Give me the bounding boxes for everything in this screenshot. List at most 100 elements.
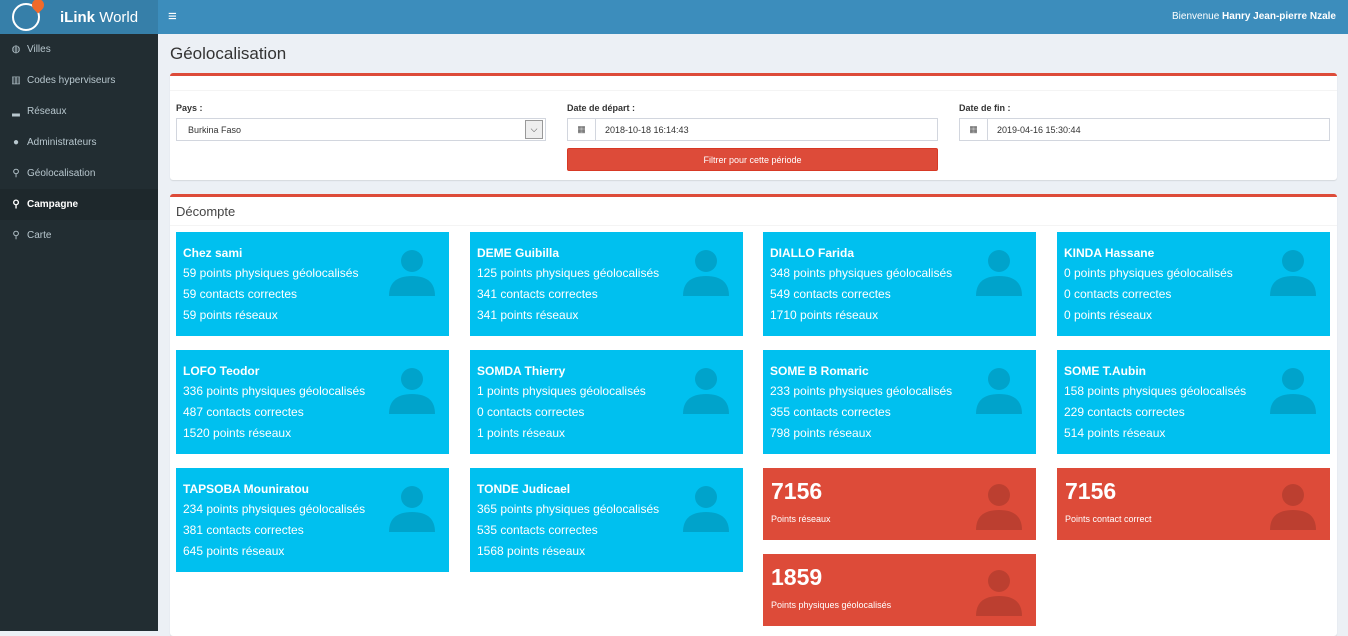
total-label: Points réseaux: [771, 514, 831, 524]
total-value: 7156: [771, 478, 823, 504]
sidebar-item-codes-hyperviseurs[interactable]: ▥ Codes hyperviseurs: [0, 65, 158, 96]
correct-contacts: 0 contacts correctes: [477, 405, 585, 419]
user-icon: [974, 566, 1024, 616]
network-points: 1520 points réseaux: [183, 426, 292, 440]
end-date-label: Date de fin :: [959, 103, 1011, 113]
agent-card: Chez sami 59 points physiques géolocalis…: [176, 232, 449, 336]
agent-name: DIALLO Farida: [770, 246, 855, 260]
total-label: Points physiques géolocalisés: [771, 600, 892, 610]
start-date-field: Date de départ : ▦ 2018-10-18 16:14:43: [567, 103, 938, 141]
count-title: Décompte: [170, 197, 1337, 226]
user-icon: [681, 482, 731, 532]
map-marker-icon: ⚲: [12, 168, 20, 179]
network-points: 0 points réseaux: [1064, 308, 1153, 322]
user-icon: [387, 482, 437, 532]
chevron-down-icon[interactable]: ⌵: [525, 120, 543, 139]
sidebar-item-campagne[interactable]: ⚲ Campagne: [0, 189, 158, 220]
correct-contacts: 535 contacts correctes: [477, 523, 598, 537]
correct-contacts: 355 contacts correctes: [770, 405, 891, 419]
barcode-icon: ▥: [11, 75, 21, 86]
user-name[interactable]: Hanry Jean-pierre Nzale: [1222, 11, 1336, 22]
pays-label: Pays :: [176, 103, 203, 113]
sidebar-item-r-seaux[interactable]: ▂ Réseaux: [0, 96, 158, 127]
network-points: 1710 points réseaux: [770, 308, 879, 322]
sidebar-item-label: Administrateurs: [27, 137, 97, 148]
app-logo[interactable]: iLink World: [0, 0, 158, 34]
agent-name: DEME Guibilla: [477, 246, 560, 260]
sidebar-item-label: Codes hyperviseurs: [27, 75, 116, 86]
sidebar-item-g-olocalisation[interactable]: ⚲ Géolocalisation: [0, 158, 158, 189]
geolocated-points: 158 points physiques géolocalisés: [1064, 384, 1247, 398]
agent-card: LOFO Teodor 336 points physiques géoloca…: [176, 350, 449, 454]
user-icon: [681, 246, 731, 296]
correct-contacts: 487 contacts correctes: [183, 405, 304, 419]
sidebar-item-administrateurs[interactable]: ● Administrateurs: [0, 127, 158, 158]
geolocated-points: 233 points physiques géolocalisés: [770, 384, 953, 398]
total-card: 7156 Points contact correct: [1057, 468, 1330, 540]
geolocated-points: 0 points physiques géolocalisés: [1064, 266, 1233, 280]
sidebar-item-label: Géolocalisation: [27, 168, 96, 179]
calendar-icon: ▦: [568, 119, 596, 140]
sidebar-item-carte[interactable]: ⚲ Carte: [0, 220, 158, 251]
agent-name: Chez sami: [183, 246, 243, 260]
main-content: Géolocalisation Pays : Burkina Faso ⌵ Dat…: [158, 34, 1348, 636]
network-points: 341 points réseaux: [477, 308, 579, 322]
agent-name: LOFO Teodor: [183, 364, 260, 378]
agent-card: DEME Guibilla 125 points physiques géolo…: [470, 232, 743, 336]
pays-field: Pays : Burkina Faso ⌵: [176, 103, 546, 141]
agent-card: SOME B Romaric 233 points physiques géol…: [763, 350, 1036, 454]
correct-contacts: 549 contacts correctes: [770, 287, 891, 301]
correct-contacts: 229 contacts correctes: [1064, 405, 1185, 419]
signal-icon: ▂: [12, 106, 20, 117]
user-icon: [387, 246, 437, 296]
user-icon: [974, 480, 1024, 530]
sidebar-item-label: Carte: [27, 230, 52, 241]
agent-name: KINDA Hassane: [1064, 246, 1155, 260]
app-name: iLink World: [60, 8, 139, 26]
user-icon: ●: [12, 137, 20, 148]
user-icon: [974, 364, 1024, 414]
sidebar: ◍ Villes ▥ Codes hyperviseurs ▂ Réseaux ● Admin…: [0, 34, 158, 631]
geolocated-points: 348 points physiques géolocalisés: [770, 266, 953, 280]
network-points: 1 points réseaux: [477, 426, 566, 440]
globe-icon: ◍: [11, 44, 21, 55]
welcome-text: Bienvenue Hanry Jean-pierre Nzale: [1172, 11, 1336, 22]
start-date-input[interactable]: ▦ 2018-10-18 16:14:43: [567, 118, 938, 141]
pin-icon: [29, 0, 47, 14]
calendar-icon: ▦: [960, 119, 988, 140]
total-label: Points contact correct: [1065, 514, 1152, 524]
agent-card: TONDE Judicael 365 points physiques géol…: [470, 468, 743, 572]
geolocated-points: 125 points physiques géolocalisés: [477, 266, 660, 280]
geolocated-points: 365 points physiques géolocalisés: [477, 502, 660, 516]
geolocated-points: 59 points physiques géolocalisés: [183, 266, 359, 280]
user-icon: [1268, 480, 1318, 530]
agent-card: SOME T.Aubin 158 points physiques géoloc…: [1057, 350, 1330, 454]
map-marker-icon: ⚲: [12, 199, 20, 210]
agent-card: KINDA Hassane 0 points physiques géoloca…: [1057, 232, 1330, 336]
pays-select[interactable]: Burkina Faso ⌵: [176, 118, 546, 141]
agent-name: SOME B Romaric: [770, 364, 869, 378]
user-icon: [1268, 246, 1318, 296]
filter-box: Pays : Burkina Faso ⌵ Date de départ : ▦ 2…: [170, 73, 1337, 180]
sidebar-item-villes[interactable]: ◍ Villes: [0, 34, 158, 65]
start-date-label: Date de départ :: [567, 103, 636, 113]
correct-contacts: 381 contacts correctes: [183, 523, 304, 537]
geolocated-points: 234 points physiques géolocalisés: [183, 502, 366, 516]
correct-contacts: 0 contacts correctes: [1064, 287, 1172, 301]
agent-card: DIALLO Farida 348 points physiques géolo…: [763, 232, 1036, 336]
filter-button[interactable]: Filtrer pour cette période: [567, 148, 938, 171]
total-card: 7156 Points réseaux: [763, 468, 1036, 540]
network-points: 1568 points réseaux: [477, 544, 586, 558]
agent-name: SOME T.Aubin: [1064, 364, 1146, 378]
correct-contacts: 59 contacts correctes: [183, 287, 298, 301]
agent-name: SOMDA Thierry: [477, 364, 566, 378]
user-icon: [1268, 364, 1318, 414]
correct-contacts: 341 contacts correctes: [477, 287, 598, 301]
user-icon: [387, 364, 437, 414]
menu-toggle-icon[interactable]: ≡: [168, 8, 177, 25]
geolocated-points: 336 points physiques géolocalisés: [183, 384, 366, 398]
network-points: 645 points réseaux: [183, 544, 285, 558]
user-icon: [681, 364, 731, 414]
sidebar-item-label: Campagne: [27, 199, 79, 210]
end-date-input[interactable]: ▦ 2019-04-16 15:30:44: [959, 118, 1330, 141]
